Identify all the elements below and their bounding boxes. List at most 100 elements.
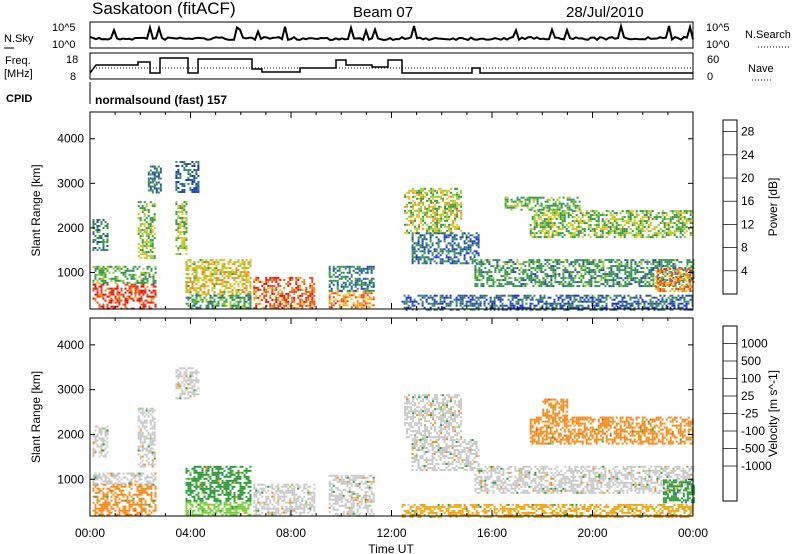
- data-region: [474, 259, 695, 288]
- data-region: [328, 265, 375, 292]
- time-axis-label: Time UT: [368, 542, 414, 554]
- data-region: [92, 472, 157, 485]
- colorbar-tick-label: 28: [741, 125, 755, 139]
- y-tick-label: 1000: [57, 265, 84, 279]
- data-region: [404, 187, 463, 234]
- beam-title: Beam 07: [353, 4, 413, 21]
- data-region: [401, 503, 694, 518]
- colorbar-tick-label: 12: [741, 217, 755, 231]
- data-region: [253, 276, 316, 309]
- data-region: [662, 479, 695, 504]
- y-axis-label: Slant Range [km]: [29, 164, 43, 256]
- frequency-series-line: [89, 57, 693, 74]
- colorbar-tick-label: 1000: [741, 337, 768, 351]
- colorbar-tick-label: 25: [741, 389, 755, 403]
- colorbar-tick-label: 4: [741, 264, 748, 278]
- cpid-label: CPID: [6, 93, 32, 105]
- noise-series-line: [89, 22, 694, 42]
- data-region: [411, 232, 480, 265]
- noise-left-label: N.Sky: [4, 33, 34, 45]
- cpid-text: normalsound (fast) 157: [95, 93, 227, 107]
- date-title: 28/Jul/2010: [566, 4, 644, 21]
- data-region: [175, 161, 200, 193]
- freq-left-tick-bottom: 8: [70, 71, 76, 83]
- data-region: [401, 294, 694, 311]
- data-region: [529, 210, 694, 239]
- time-tick-label: 12:00: [376, 526, 406, 540]
- colorbar-tick-label: 8: [741, 241, 748, 255]
- colorbar-tick-label: 20: [741, 171, 755, 185]
- velocity-panel: 1000 2000 3000 4000 Slant Range [km]: [29, 317, 695, 518]
- station-title: Saskatoon (fitACF): [92, 0, 236, 18]
- data-region: [328, 474, 375, 517]
- y-axis-label: Slant Range [km]: [29, 371, 43, 463]
- colorbar-tick-label: 24: [741, 148, 755, 162]
- data-region: [185, 259, 252, 296]
- y-tick-label: 4000: [57, 132, 84, 146]
- time-tick-label: 04:00: [175, 526, 205, 540]
- time-tick-label: 00:00: [75, 526, 105, 540]
- time-axis: 00:00 04:00 08:00 12:00 16:00 20:00 00:00: [75, 526, 708, 540]
- data-region: [411, 439, 480, 471]
- data-region: [175, 367, 200, 400]
- freq-left-tick-top: 18: [66, 54, 78, 66]
- colorbar-tick-label: 16: [741, 194, 755, 208]
- noise-right-label: N.Search: [745, 29, 791, 41]
- velocity-colorbar: 1000 500 100 25 -25 -100 -500 -1000 Velocity [m …: [722, 325, 780, 502]
- colorbar-tick-label: -1000: [741, 459, 772, 473]
- nave-right-label: Nave: [748, 63, 774, 75]
- noise-panel-frame: [89, 21, 694, 49]
- colorbar-label: Power [dB]: [766, 178, 780, 237]
- data-region: [92, 483, 157, 516]
- data-region: [92, 265, 157, 284]
- data-region: [137, 407, 156, 468]
- data-region: [147, 165, 162, 194]
- data-region: [137, 201, 156, 260]
- time-tick-label: 16:00: [477, 526, 507, 540]
- power-panel: 1000 2000 3000 4000 Slant Range [km]: [29, 111, 695, 311]
- data-region: [185, 465, 252, 502]
- y-tick-label: 2000: [57, 221, 84, 235]
- plot-background: [90, 112, 693, 309]
- time-tick-label: 20:00: [577, 526, 607, 540]
- data-region: [185, 294, 252, 309]
- y-tick-label: 1000: [57, 472, 84, 486]
- colorbar-tick-label: -100: [741, 424, 765, 438]
- data-region: [529, 416, 694, 445]
- frequency-panel-frame: [89, 52, 694, 80]
- noise-panel: N.Sky 10^5 10^0 10^5 10^0 N.Search: [4, 21, 791, 51]
- colorbar-tick-label: 100: [741, 372, 761, 386]
- colorbar-tick-label: -25: [741, 407, 759, 421]
- data-region: [404, 394, 463, 441]
- y-tick-label: 4000: [57, 338, 84, 352]
- data-region: [474, 465, 695, 494]
- colorbar-frame: [722, 119, 738, 295]
- noise-left-tick-bottom: 10^0: [52, 39, 76, 51]
- time-tick-label: 00:00: [678, 526, 708, 540]
- data-region: [175, 201, 188, 256]
- data-region: [92, 283, 157, 310]
- data-region: [504, 196, 581, 211]
- noise-right-tick-bottom: 10^0: [706, 39, 730, 51]
- noise-left-tick-top: 10^5: [52, 22, 76, 34]
- time-tick-label: 08:00: [276, 526, 306, 540]
- data-region: [253, 483, 316, 516]
- freq-left-label-line1: Freq.: [5, 55, 31, 67]
- data-region: [655, 268, 694, 292]
- data-region: [92, 425, 109, 458]
- frequency-panel: Freq. [MHz] 18 8 60 0 Nave: [4, 52, 774, 83]
- data-region: [185, 501, 252, 516]
- y-tick-label: 3000: [57, 176, 84, 190]
- freq-right-tick-bottom: 0: [707, 71, 713, 83]
- power-colorbar: 4 8 12 16 20 24 28 Power [dB]: [722, 119, 780, 295]
- freq-right-tick-top: 60: [707, 54, 719, 66]
- noise-right-tick-top: 10^5: [706, 22, 730, 34]
- y-tick-label: 2000: [57, 427, 84, 441]
- data-region: [542, 398, 569, 423]
- colorbar-tick-label: -500: [741, 442, 765, 456]
- freq-left-label-line2: [MHz]: [4, 68, 33, 80]
- colorbar-label: Velocity [m s^-1]: [766, 370, 780, 457]
- colorbar-tick-label: 500: [741, 354, 761, 368]
- y-tick-label: 3000: [57, 383, 84, 397]
